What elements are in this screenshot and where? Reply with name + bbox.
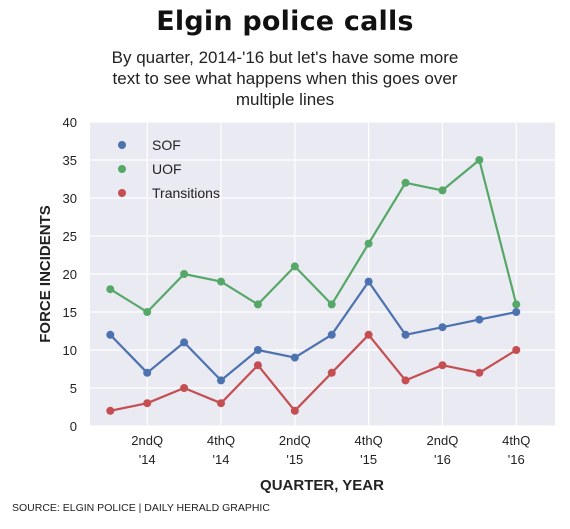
- y-tick-label: 5: [70, 381, 77, 396]
- y-tick-label: 0: [70, 419, 77, 434]
- data-point-sof: [327, 330, 336, 339]
- x-tick-label: '14: [213, 452, 230, 467]
- chart-subtitle: By quarter, 2014-'16 but let's have some…: [111, 48, 459, 109]
- data-point-sof: [401, 330, 410, 339]
- y-tick-label: 25: [63, 229, 77, 244]
- series-line-sof: [109, 280, 517, 382]
- data-point-transitions: [290, 406, 299, 415]
- x-tick-label: 4thQ: [207, 433, 235, 448]
- data-point-uof: [180, 270, 189, 278]
- data-point-transitions: [327, 368, 336, 377]
- data-point-uof: [364, 239, 373, 248]
- x-tick-label: 2ndQ: [131, 433, 163, 448]
- data-point-sof: [106, 330, 115, 339]
- legend-marker: [118, 165, 126, 173]
- data-point-transitions: [180, 384, 189, 392]
- y-tick-label: 30: [63, 191, 77, 206]
- series-group: [106, 156, 521, 415]
- data-point-sof: [217, 376, 226, 385]
- grid-lines: [90, 121, 555, 427]
- data-point-sof: [180, 338, 189, 347]
- data-point-uof: [475, 156, 484, 164]
- legend-label: UOF: [152, 161, 182, 177]
- chart-title: Elgin police calls: [156, 6, 414, 37]
- series-line-transitions: [110, 333, 517, 412]
- data-point-transitions: [143, 399, 152, 408]
- data-point-sof: [290, 353, 299, 362]
- data-point-sof: [475, 315, 484, 324]
- x-tick-label: '15: [360, 452, 377, 467]
- data-point-sof: [438, 323, 447, 332]
- x-tick-label: 4thQ: [355, 433, 383, 448]
- x-axis-label: QUARTER, YEAR: [260, 477, 384, 494]
- legend-marker: [118, 189, 126, 197]
- data-point-uof: [143, 308, 152, 316]
- data-point-sof: [512, 308, 521, 316]
- series-line-uof: [109, 158, 518, 314]
- data-point-uof: [290, 262, 299, 271]
- data-point-transitions: [253, 361, 262, 370]
- data-point-transitions: [364, 330, 373, 339]
- data-point-uof: [106, 285, 115, 294]
- data-point-uof: [217, 277, 226, 286]
- legend-label: SOF: [152, 137, 181, 153]
- x-tick-label: '15: [286, 452, 303, 467]
- x-tick-label: '16: [434, 452, 451, 467]
- data-point-uof: [401, 178, 410, 187]
- legend-label: Transitions: [152, 185, 220, 201]
- legend-marker: [118, 141, 126, 149]
- data-point-uof: [512, 300, 521, 309]
- y-axis-label: FORCE INCIDENTS: [37, 205, 54, 343]
- x-tick-label: '14: [139, 452, 156, 467]
- data-point-transitions: [438, 361, 447, 370]
- legend: SOF UOF Transitions: [118, 137, 220, 201]
- data-point-transitions: [401, 376, 410, 385]
- x-axis-ticks: 2ndQ '14 4thQ '14 2ndQ '15 4thQ '15 2ndQ '16 4thQ '…: [131, 433, 530, 467]
- y-tick-label: 10: [63, 343, 77, 358]
- source-credit: SOURCE: ELGIN POLICE | DAILY HERALD GRAP…: [12, 502, 270, 514]
- data-point-uof: [327, 300, 336, 309]
- data-point-transitions: [475, 368, 484, 377]
- data-point-sof: [364, 277, 373, 286]
- data-point-sof: [253, 346, 262, 354]
- x-tick-label: 4thQ: [502, 433, 530, 448]
- y-tick-label: 40: [63, 115, 77, 130]
- data-point-transitions: [217, 399, 226, 408]
- y-axis-ticks: 0 5 10 15 20 25 30 35 40: [63, 115, 77, 434]
- y-tick-label: 15: [63, 305, 77, 320]
- data-point-uof: [438, 186, 447, 195]
- data-point-sof: [143, 368, 152, 377]
- data-point-transitions: [106, 406, 115, 415]
- x-tick-label: '16: [508, 452, 525, 467]
- data-point-transitions: [512, 346, 521, 354]
- data-point-uof: [253, 300, 262, 309]
- y-tick-label: 35: [63, 153, 77, 168]
- y-tick-label: 20: [63, 267, 77, 282]
- x-tick-label: 2ndQ: [279, 433, 311, 448]
- x-tick-label: 2ndQ: [427, 433, 459, 448]
